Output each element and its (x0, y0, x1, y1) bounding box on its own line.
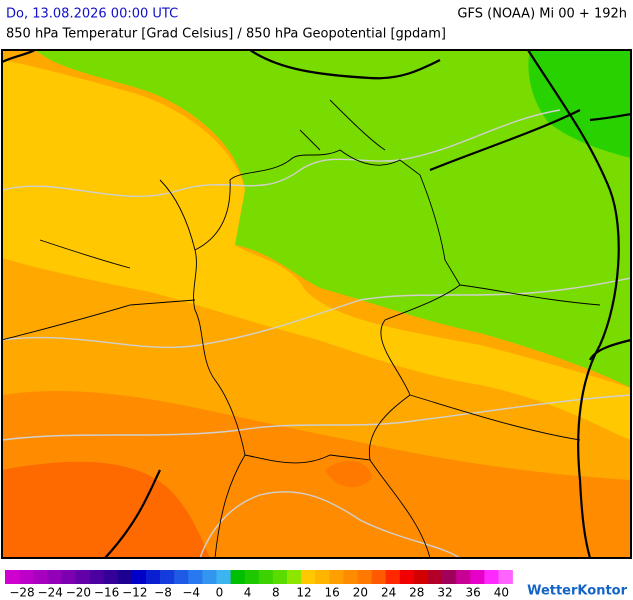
color-swatch (456, 570, 471, 584)
color-swatch (301, 570, 316, 584)
color-swatch (315, 570, 330, 584)
colorbar-label: −8 (154, 586, 172, 600)
colorbar-label: 28 (409, 586, 424, 600)
map-frame (1, 49, 632, 559)
color-swatch (385, 570, 401, 584)
isoline (1, 277, 632, 349)
colorbar-label: −28 (9, 586, 34, 600)
colorbar-label: 32 (437, 586, 452, 600)
colorbar-label: 8 (272, 586, 280, 600)
border (1, 99, 601, 559)
colorbar-label: 0 (216, 586, 224, 600)
map (1, 49, 632, 559)
colorbar-label: −24 (38, 586, 63, 600)
color-swatch (202, 570, 217, 584)
color-swatch (19, 570, 34, 584)
color-swatch (75, 570, 90, 584)
color-swatch (287, 570, 302, 584)
color-swatch (188, 570, 203, 584)
temp-field (2, 60, 631, 440)
border (1, 49, 632, 559)
color-swatch (47, 570, 62, 584)
color-swatch (33, 570, 48, 584)
temp-field (2, 461, 210, 558)
color-swatch (272, 570, 288, 584)
temp-field (325, 461, 372, 488)
colorbar-label: −16 (94, 586, 119, 600)
color-swatch (230, 570, 245, 584)
color-swatch (5, 570, 20, 584)
color-swatch (329, 570, 344, 584)
color-swatch (160, 570, 175, 584)
color-swatch (131, 570, 147, 584)
colorbar-label: 12 (296, 586, 311, 600)
colorbar-label: −12 (122, 586, 147, 600)
datetime: Do, 13.08.2026 00:00 UTC (6, 7, 178, 22)
color-swatch (470, 570, 485, 584)
subtitle: 850 hPa Temperatur [Grad Celsius] / 850 … (6, 27, 446, 42)
color-swatch (89, 570, 104, 584)
color-swatch (146, 570, 161, 584)
colorbar-label: 20 (353, 586, 368, 600)
color-swatch (61, 570, 76, 584)
colorbar-label: 24 (381, 586, 396, 600)
colorbar-label: −4 (182, 586, 200, 600)
color-swatch (413, 570, 429, 584)
colorbar-label: 16 (325, 586, 340, 600)
color-swatch (258, 570, 274, 584)
color-swatch (174, 570, 189, 584)
colorbar-label: 40 (494, 586, 509, 600)
isoline (1, 394, 632, 441)
colorbar-label: −20 (66, 586, 91, 600)
isoline (199, 491, 461, 559)
color-swatch (371, 570, 386, 584)
color-swatch (216, 570, 231, 584)
color-swatch (399, 570, 415, 584)
color-swatch (103, 570, 119, 584)
color-swatch (428, 570, 443, 584)
model-run: GFS (NOAA) Mi 00 + 192h (457, 7, 627, 22)
color-swatch (244, 570, 260, 584)
color-swatch (343, 570, 358, 584)
colorbar-label: 36 (466, 586, 481, 600)
color-swatch (357, 570, 372, 584)
brand: WetterKontor (527, 584, 628, 599)
isoline (1, 109, 561, 198)
temp-field (528, 50, 631, 158)
color-swatch (442, 570, 457, 584)
colorbar-label: 4 (244, 586, 252, 600)
color-swatch (498, 570, 513, 584)
colorbar: −28 −24 −20 −16 −12 −8 −4 0 4 8 12 16 20 24 28 32 36 40 (5, 570, 513, 600)
color-swatch (484, 570, 499, 584)
color-swatch (117, 570, 133, 584)
